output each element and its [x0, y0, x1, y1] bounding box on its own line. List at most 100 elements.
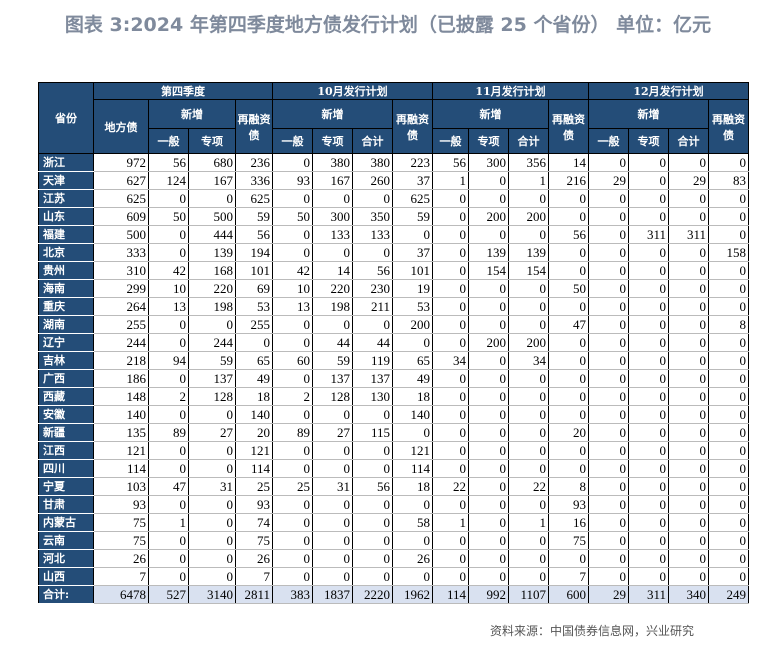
value-cell: 0 [468, 351, 509, 370]
value-cell: 0 [312, 459, 353, 478]
value-cell: 69 [235, 279, 273, 298]
value-cell: 0 [508, 495, 549, 514]
value-cell: 0 [508, 369, 549, 388]
value-cell: 0 [148, 441, 189, 460]
value-cell: 114 [432, 585, 469, 604]
value-cell: 0 [588, 495, 629, 514]
value-cell: 42 [272, 261, 313, 280]
value-cell: 34 [508, 351, 549, 370]
value-cell: 0 [588, 369, 629, 388]
value-cell: 0 [668, 387, 709, 406]
value-cell: 244 [188, 333, 236, 352]
value-cell: 0 [432, 387, 469, 406]
header-q4: 第四季度 [93, 82, 273, 100]
value-cell: 168 [188, 261, 236, 280]
header-special: 专项 [312, 128, 353, 154]
value-cell: 0 [392, 567, 433, 586]
value-cell: 0 [312, 549, 353, 568]
value-cell: 0 [708, 459, 749, 478]
value-cell: 26 [235, 549, 273, 568]
value-cell: 0 [588, 189, 629, 208]
table-row: 安徽 140 0 0 140 0 0 0 140 0 0 0 0 0 0 0 0 [38, 405, 749, 424]
province-cell: 北京 [38, 243, 94, 262]
value-cell: 0 [468, 513, 509, 532]
value-cell: 380 [352, 153, 393, 172]
value-cell: 0 [148, 243, 189, 262]
value-cell: 0 [628, 153, 669, 172]
value-cell: 59 [312, 351, 353, 370]
value-cell: 0 [628, 261, 669, 280]
value-cell: 0 [148, 225, 189, 244]
value-cell: 0 [272, 549, 313, 568]
value-cell: 0 [628, 279, 669, 298]
value-cell: 0 [392, 423, 433, 442]
value-cell: 0 [468, 369, 509, 388]
value-cell: 0 [668, 279, 709, 298]
value-cell: 0 [548, 261, 589, 280]
value-cell: 0 [708, 531, 749, 550]
value-cell: 0 [148, 369, 189, 388]
value-cell: 0 [352, 513, 393, 532]
value-cell: 0 [272, 153, 313, 172]
header-new: 新增 [272, 99, 393, 129]
value-cell: 0 [628, 387, 669, 406]
value-cell: 0 [432, 405, 469, 424]
value-cell: 0 [272, 441, 313, 460]
value-cell: 0 [352, 549, 393, 568]
value-cell: 0 [708, 477, 749, 496]
value-cell: 1962 [392, 585, 433, 604]
value-cell: 18 [392, 387, 433, 406]
value-cell: 300 [468, 153, 509, 172]
table-row: 西藏 148 2 128 18 2 128 130 18 0 0 0 0 0 0 0 0 [38, 387, 749, 406]
province-cell: 重庆 [38, 297, 94, 316]
value-cell: 0 [352, 531, 393, 550]
value-cell: 0 [668, 459, 709, 478]
value-cell: 0 [508, 387, 549, 406]
value-cell: 7 [548, 567, 589, 586]
value-cell: 0 [468, 423, 509, 442]
value-cell: 0 [432, 495, 469, 514]
header-refinance: 再融资债 [708, 99, 749, 154]
value-cell: 527 [148, 585, 189, 604]
value-cell: 0 [272, 369, 313, 388]
header-special: 专项 [628, 128, 669, 154]
province-cell: 山西 [38, 567, 94, 586]
value-cell: 0 [708, 207, 749, 226]
value-cell: 0 [312, 189, 353, 208]
value-cell: 0 [628, 369, 669, 388]
value-cell: 0 [188, 315, 236, 334]
value-cell: 0 [668, 261, 709, 280]
value-cell: 0 [508, 459, 549, 478]
value-cell: 29 [588, 585, 629, 604]
value-cell: 0 [668, 207, 709, 226]
value-cell: 0 [708, 297, 749, 316]
value-cell: 0 [588, 549, 629, 568]
value-cell: 0 [708, 567, 749, 586]
value-cell: 0 [352, 459, 393, 478]
value-cell: 0 [588, 459, 629, 478]
value-cell: 0 [668, 297, 709, 316]
value-cell: 115 [352, 423, 393, 442]
province-cell: 宁夏 [38, 477, 94, 496]
value-cell: 133 [352, 225, 393, 244]
value-cell: 27 [312, 423, 353, 442]
value-cell: 255 [93, 315, 149, 334]
value-cell: 47 [548, 315, 589, 334]
value-cell: 119 [352, 351, 393, 370]
value-cell: 0 [432, 459, 469, 478]
value-cell: 198 [312, 297, 353, 316]
value-cell: 0 [188, 189, 236, 208]
value-cell: 0 [628, 513, 669, 532]
value-cell: 0 [432, 315, 469, 334]
value-cell: 311 [628, 225, 669, 244]
value-cell: 230 [352, 279, 393, 298]
value-cell: 0 [352, 189, 393, 208]
value-cell: 0 [708, 189, 749, 208]
value-cell: 0 [628, 495, 669, 514]
value-cell: 0 [708, 333, 749, 352]
value-cell: 2811 [235, 585, 273, 604]
value-cell: 0 [188, 549, 236, 568]
table-row: 山东 609 50 500 59 50 300 350 59 0 200 200 0 0 0 0 0 [38, 207, 749, 226]
value-cell: 0 [432, 189, 469, 208]
value-cell: 0 [668, 423, 709, 442]
